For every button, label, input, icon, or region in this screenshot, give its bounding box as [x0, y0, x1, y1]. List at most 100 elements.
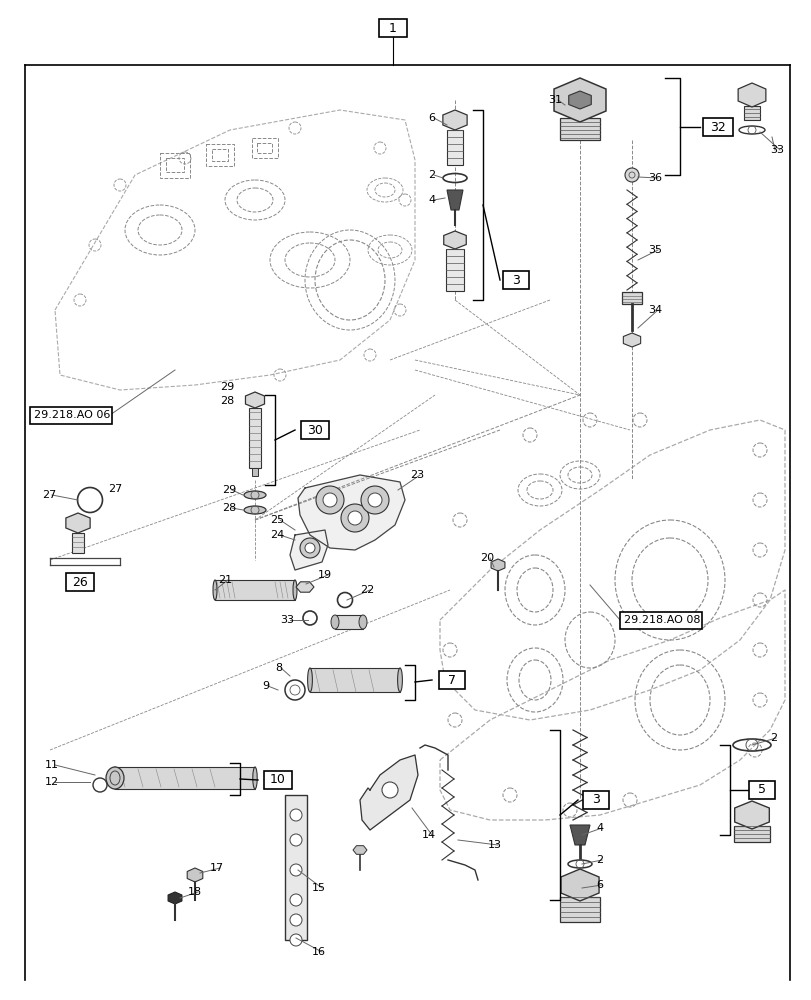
Ellipse shape	[358, 615, 367, 629]
Bar	[257, 143, 272, 153]
Circle shape	[290, 934, 302, 946]
Text: 27: 27	[108, 484, 122, 494]
Text: 17: 17	[210, 863, 224, 873]
Text: 34: 34	[647, 305, 661, 315]
Circle shape	[290, 809, 302, 821]
Polygon shape	[623, 333, 640, 347]
Text: 24: 24	[270, 530, 284, 540]
Text: 9: 9	[262, 681, 268, 691]
Polygon shape	[187, 868, 203, 882]
Ellipse shape	[243, 491, 266, 499]
Circle shape	[341, 504, 368, 532]
Text: 3: 3	[512, 273, 519, 286]
Polygon shape	[553, 78, 605, 122]
Circle shape	[290, 914, 302, 926]
Text: 6: 6	[595, 880, 603, 890]
Circle shape	[290, 894, 302, 906]
Polygon shape	[568, 91, 590, 109]
Circle shape	[305, 543, 315, 553]
FancyBboxPatch shape	[301, 421, 328, 439]
Text: 31: 31	[547, 95, 561, 105]
FancyBboxPatch shape	[502, 271, 528, 289]
Ellipse shape	[252, 767, 257, 789]
Text: 3: 3	[591, 793, 599, 806]
Ellipse shape	[106, 767, 124, 789]
Polygon shape	[491, 559, 504, 571]
Text: 18: 18	[188, 887, 202, 897]
FancyBboxPatch shape	[748, 781, 774, 799]
Circle shape	[381, 782, 397, 798]
Text: 23: 23	[410, 470, 423, 480]
Text: 22: 22	[359, 585, 374, 595]
Text: 32: 32	[710, 121, 725, 134]
Bar	[72, 533, 84, 553]
Text: 30: 30	[307, 424, 323, 436]
Text: 29: 29	[221, 485, 236, 495]
Text: 1: 1	[388, 22, 397, 35]
Text: 5: 5	[757, 783, 765, 796]
Bar	[621, 292, 642, 304]
Text: 29.218.AO 08: 29.218.AO 08	[623, 615, 700, 625]
FancyBboxPatch shape	[582, 791, 608, 809]
Text: 2: 2	[595, 855, 603, 865]
Bar	[212, 149, 228, 161]
Bar	[215, 580, 294, 600]
Bar	[335, 615, 363, 629]
Text: 25: 25	[270, 515, 284, 525]
Bar	[733, 826, 769, 842]
Bar	[160, 153, 190, 178]
Ellipse shape	[113, 767, 117, 789]
Polygon shape	[245, 392, 264, 408]
FancyBboxPatch shape	[264, 771, 292, 789]
Text: 6: 6	[427, 113, 435, 123]
Polygon shape	[66, 513, 90, 533]
Text: 2: 2	[427, 170, 435, 180]
Polygon shape	[569, 825, 590, 845]
Polygon shape	[734, 801, 768, 829]
Text: 20: 20	[479, 553, 494, 563]
Ellipse shape	[331, 615, 338, 629]
Circle shape	[367, 493, 381, 507]
Circle shape	[315, 486, 344, 514]
Polygon shape	[443, 231, 466, 249]
Text: 10: 10	[270, 773, 285, 786]
Text: 2: 2	[769, 733, 776, 743]
Bar	[285, 795, 307, 940]
Bar	[310, 668, 400, 692]
Circle shape	[361, 486, 388, 514]
Circle shape	[348, 511, 362, 525]
Text: 4: 4	[595, 823, 603, 833]
Polygon shape	[359, 755, 418, 830]
Bar	[560, 118, 599, 140]
Text: 28: 28	[220, 396, 234, 406]
FancyBboxPatch shape	[702, 118, 732, 136]
Text: 33: 33	[769, 145, 783, 155]
Bar	[446, 130, 462, 165]
Bar	[560, 897, 599, 922]
Text: 33: 33	[280, 615, 294, 625]
Text: 26: 26	[72, 576, 88, 588]
Text: 21: 21	[217, 575, 232, 585]
Text: 13: 13	[487, 840, 501, 850]
Bar	[115, 767, 255, 789]
Circle shape	[299, 538, 320, 558]
Bar	[165, 158, 184, 172]
FancyBboxPatch shape	[439, 671, 465, 689]
Circle shape	[323, 493, 337, 507]
Bar	[251, 138, 277, 158]
Polygon shape	[168, 892, 182, 904]
Ellipse shape	[293, 580, 297, 600]
Polygon shape	[298, 475, 405, 550]
Text: 14: 14	[422, 830, 436, 840]
Text: 36: 36	[647, 173, 661, 183]
Text: 35: 35	[647, 245, 661, 255]
Text: 11: 11	[45, 760, 59, 770]
Text: 8: 8	[275, 663, 281, 673]
Ellipse shape	[243, 506, 266, 514]
FancyBboxPatch shape	[379, 19, 406, 37]
Text: 19: 19	[318, 570, 332, 580]
Circle shape	[290, 864, 302, 876]
Text: 4: 4	[427, 195, 435, 205]
Text: 7: 7	[448, 674, 456, 686]
Bar	[206, 144, 234, 166]
